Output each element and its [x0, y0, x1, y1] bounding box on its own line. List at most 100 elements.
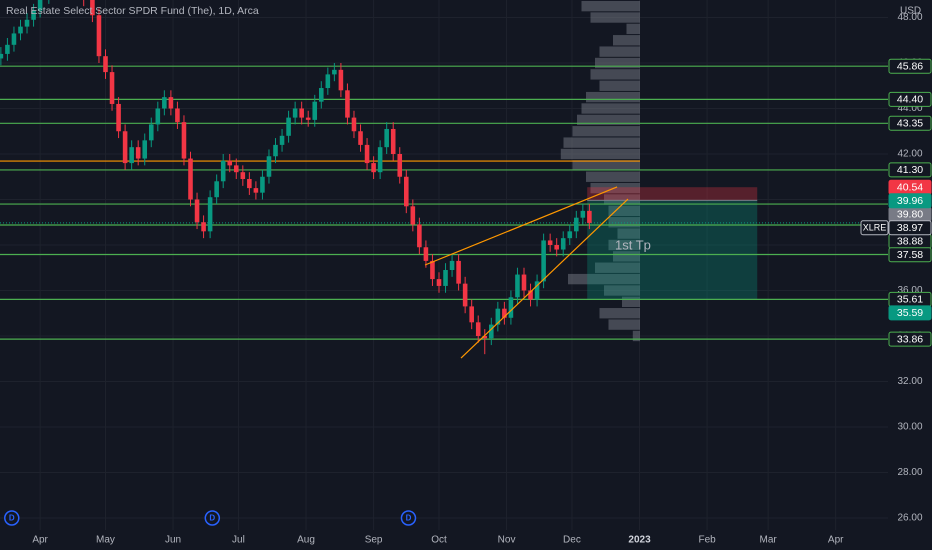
- price-label-box: [888, 247, 932, 263]
- candle-body: [436, 279, 442, 286]
- candle-body: [534, 281, 540, 300]
- profile-bar: [599, 80, 640, 91]
- profile-bar: [599, 46, 640, 57]
- candle-body: [580, 210, 586, 218]
- candle-body: [18, 26, 23, 34]
- candle-body: [567, 231, 573, 239]
- trendline: [424, 186, 618, 266]
- candle-body: [5, 44, 10, 54]
- candle-body: [404, 176, 409, 207]
- profile-bar: [626, 23, 640, 35]
- profile-bar: [586, 91, 640, 103]
- candle-body: [417, 224, 422, 248]
- stop-zone: [587, 187, 758, 201]
- candle-body: [345, 90, 350, 118]
- candles: [0, 0, 592, 355]
- price-label: 45.86: [897, 60, 923, 72]
- price-label-box: [888, 305, 932, 321]
- candle-body: [201, 222, 206, 232]
- candle-body: [371, 163, 376, 173]
- candle-body: [109, 72, 115, 104]
- y-tick-label: 28.00: [897, 467, 922, 478]
- x-tick-label: Jun: [165, 535, 181, 546]
- profile-bar: [581, 103, 640, 114]
- candle-body: [279, 135, 285, 145]
- candle-body: [31, 10, 36, 20]
- candle-body: [148, 124, 154, 141]
- price-label: 41.30: [897, 164, 923, 176]
- candle-body: [475, 322, 481, 336]
- y-tick-label: 36.00: [897, 285, 922, 296]
- x-tick-label: 2023: [628, 535, 651, 546]
- profile-bar: [604, 285, 640, 296]
- candle-body: [116, 103, 121, 132]
- price-label-box: [888, 58, 932, 74]
- profile-bar: [613, 35, 640, 46]
- candle-body: [266, 156, 272, 177]
- candle-body: [305, 117, 311, 120]
- profile-bar: [595, 262, 640, 273]
- price-label: 40.54: [897, 181, 923, 193]
- candle-body: [541, 240, 546, 282]
- candle-body: [188, 158, 193, 200]
- candle-body: [299, 108, 304, 118]
- candle-body: [332, 69, 337, 75]
- profile-bar: [577, 114, 640, 126]
- candle-body: [155, 108, 161, 125]
- candle-body: [587, 210, 592, 223]
- profile-bar: [608, 239, 640, 251]
- candle-body: [377, 147, 383, 173]
- candle-body: [162, 97, 167, 109]
- candle-body: [430, 260, 435, 280]
- candle-body: [547, 240, 553, 245]
- candle-body: [502, 308, 507, 318]
- dividend-marker: [4, 510, 20, 526]
- candle-body: [135, 147, 141, 159]
- candle-body: [495, 308, 501, 325]
- candle-body: [90, 0, 95, 16]
- profile-bar: [608, 205, 640, 217]
- candle-body: [449, 260, 455, 271]
- position-tool: [587, 187, 758, 300]
- candle-body: [253, 188, 259, 193]
- candle-body: [142, 140, 148, 159]
- dividend-marker: [400, 510, 417, 526]
- x-tick-label: Sep: [365, 535, 383, 546]
- profile-bar: [599, 308, 640, 319]
- y-tick-label: 26.00: [897, 513, 922, 524]
- dividend-marker: [204, 510, 221, 526]
- candle-body: [129, 147, 134, 164]
- target-zone: [587, 200, 758, 300]
- x-tick-label: Apr: [32, 535, 48, 546]
- chart-title: Real Estate Select Sector SPDR Fund (The…: [6, 5, 259, 17]
- price-label-box: [888, 331, 932, 347]
- candle-body: [325, 74, 331, 89]
- candle-body: [0, 53, 4, 59]
- candle-body: [292, 108, 298, 118]
- candle-body: [390, 128, 396, 154]
- price-label: 35.61: [897, 294, 923, 306]
- profile-bar: [604, 194, 640, 205]
- candle-body: [554, 244, 559, 250]
- y-tick-label: 44.00: [897, 103, 922, 114]
- candle-body: [574, 217, 579, 232]
- candle-body: [338, 69, 344, 91]
- candle-body: [469, 306, 474, 323]
- candle-body: [11, 33, 17, 45]
- candle-body: [456, 260, 461, 284]
- candle-body: [351, 117, 357, 132]
- candle-body: [521, 274, 527, 291]
- profile-bar: [590, 12, 640, 23]
- candle-body: [233, 165, 239, 173]
- dividend-label: D: [406, 514, 412, 523]
- x-tick-label: Feb: [698, 535, 716, 546]
- candle-body: [462, 283, 468, 307]
- candle-body: [423, 247, 429, 261]
- price-label-box: [888, 220, 932, 236]
- price-label: 43.35: [897, 118, 923, 130]
- profile-bar: [581, 0, 640, 12]
- x-tick-label: May: [96, 535, 115, 546]
- levels: [0, 65, 888, 340]
- candle-body: [528, 290, 533, 300]
